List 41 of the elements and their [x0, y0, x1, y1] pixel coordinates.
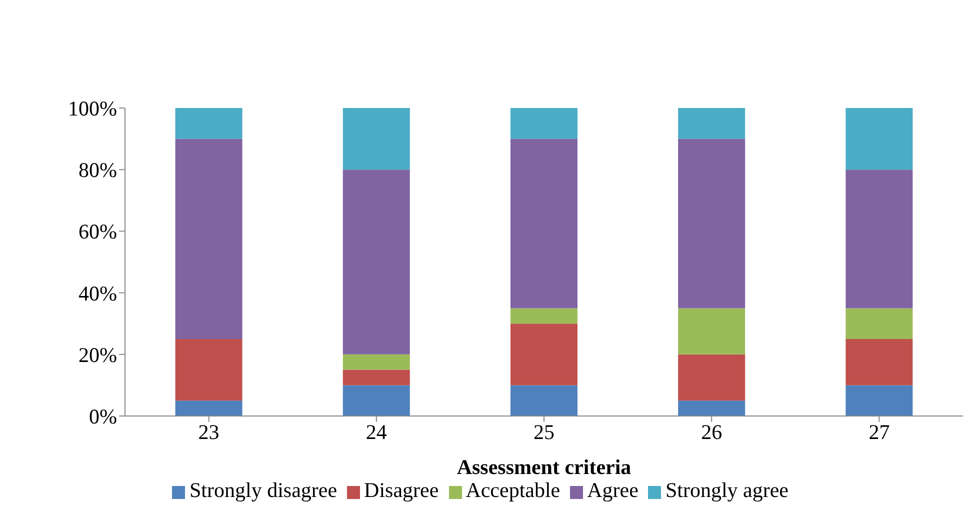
bar: [175, 138, 242, 339]
bar: [846, 170, 913, 308]
bar: [678, 308, 746, 354]
x-axis-title: Assessment criteria: [456, 455, 632, 479]
x-tick-label: 24: [366, 420, 388, 444]
x-tick-label: 26: [701, 420, 722, 444]
bar: [342, 108, 410, 170]
bar: [846, 108, 913, 170]
bar: [510, 138, 578, 308]
bar: [510, 308, 578, 324]
x-tick-label: 25: [534, 420, 554, 444]
bar: [175, 400, 242, 416]
y-tick-label: 40%: [78, 281, 117, 306]
bar: [510, 385, 578, 416]
bar: [510, 324, 578, 386]
x-tick-label: 27: [868, 420, 890, 444]
bar: [342, 354, 410, 370]
legend-label: Disagree: [364, 478, 439, 502]
bar: [175, 339, 242, 401]
bar: [678, 108, 746, 139]
bar: [342, 385, 410, 416]
y-tick-label: 80%: [78, 158, 117, 182]
y-tick-label: 60%: [78, 220, 117, 244]
bar: [175, 108, 242, 139]
y-tick-label: 0%: [89, 404, 117, 428]
bar: [342, 170, 410, 354]
legend-label: Acceptable: [466, 478, 560, 502]
x-tick-label: 23: [198, 420, 220, 444]
legend-label: Agree: [587, 478, 638, 502]
bar: [342, 370, 410, 386]
y-tick-label: 20%: [78, 342, 117, 367]
bar: [678, 138, 746, 308]
bar: [510, 108, 578, 139]
bar: [846, 385, 913, 416]
y-tick-label: 100%: [68, 96, 117, 120]
legend-label: Strongly disagree: [189, 478, 338, 502]
bar: [846, 339, 913, 386]
bar: [846, 308, 913, 339]
legend-label: Strongly agree: [665, 478, 788, 502]
bar: [678, 354, 746, 401]
bar: [678, 400, 746, 416]
